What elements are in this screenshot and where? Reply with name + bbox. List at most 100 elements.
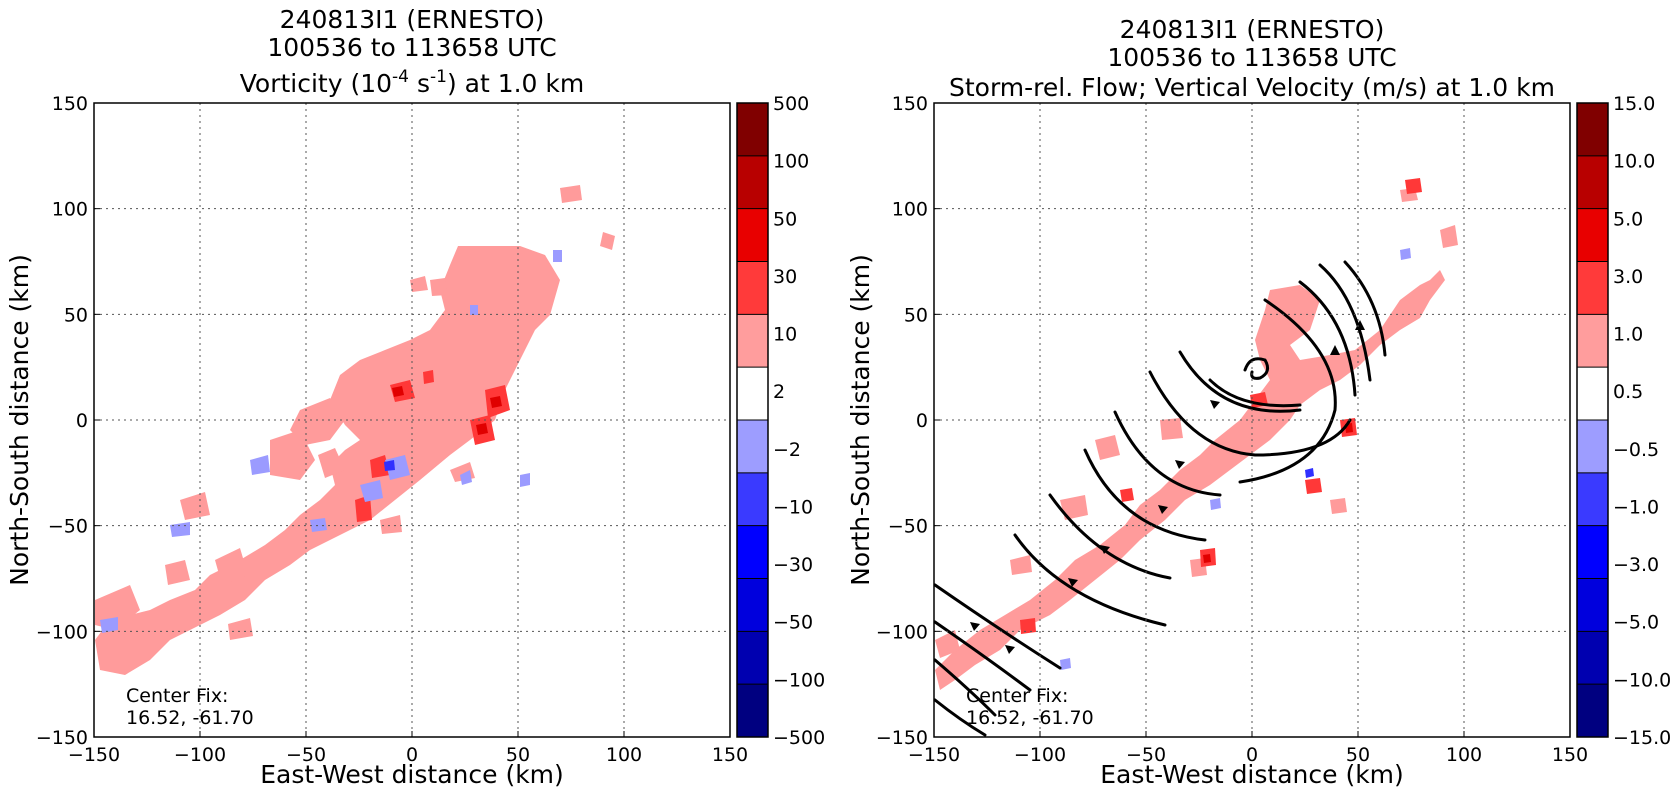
panel-title-line2: 100536 to 113658 UTC (267, 33, 556, 62)
x-axis-ticks: −150 −100 −50 0 50 100 150 (68, 731, 748, 766)
y-tick-label: −100 (36, 621, 88, 643)
y-tick-label: 50 (64, 304, 88, 326)
streamline (933, 658, 997, 717)
streamline (1208, 378, 1302, 408)
colorbar: 500 100 50 30 10 2 −2 −10 −30 −50 −100 −500 (736, 93, 825, 749)
colorbar-label: 3.0 (1613, 266, 1643, 288)
colorbar-segment (737, 631, 768, 685)
colorbar-label: 10 (773, 324, 797, 346)
panel-title-line1: 240813I1 (ERNESTO) (1120, 15, 1385, 44)
colorbar-label: 10.0 (1613, 151, 1655, 173)
y-tick-label: −50 (48, 516, 88, 538)
colorbar-label: −2 (773, 439, 801, 461)
panel-title-line3: Storm-rel. Flow; Vertical Velocity (m/s)… (949, 73, 1555, 102)
colorbar-segment (737, 525, 768, 579)
colorbar-segment (737, 684, 768, 737)
x-tick-label: −50 (286, 744, 326, 766)
x-tick-label: 150 (712, 744, 748, 766)
streamline (933, 620, 1032, 692)
y-tick-label: −100 (876, 621, 928, 643)
panel-title-line2: 100536 to 113658 UTC (1107, 43, 1396, 72)
colorbar-segment (1577, 420, 1608, 473)
y-tick-label: 150 (892, 93, 928, 115)
grid-lines (934, 103, 1570, 737)
colorbar-segment (1577, 367, 1608, 420)
y-axis-ticks: −150 −100 −50 0 50 100 150 (876, 93, 940, 749)
colorbar-segment (737, 261, 768, 315)
colorbar-label: 15.0 (1613, 93, 1655, 115)
colorbar-segment (737, 208, 768, 262)
x-tick-label: −100 (1014, 744, 1066, 766)
colorbar-label: 0.5 (1613, 381, 1643, 403)
center-fix-label: Center Fix: (966, 685, 1068, 707)
x-axis-label: East-West distance (km) (1100, 760, 1404, 789)
vorticity-field (95, 185, 615, 675)
colorbar-segment (737, 420, 768, 473)
colorbar-segment (737, 472, 768, 526)
colorbar-frame (1576, 102, 1609, 738)
x-tick-label: 100 (1446, 744, 1482, 766)
y-tick-label: 150 (52, 93, 88, 115)
colorbar-label: 100 (773, 151, 809, 173)
colorbar-segment (1577, 631, 1608, 685)
center-fix-value: 16.52, -61.70 (126, 707, 254, 729)
streamline (1083, 448, 1207, 542)
colorbar-frame (736, 102, 769, 738)
arrow (1100, 545, 1110, 554)
colorbar-label: −50 (773, 612, 813, 634)
colorbar-segment (1577, 525, 1608, 579)
y-tick-label: −150 (876, 727, 928, 749)
arrow (1068, 578, 1078, 587)
x-tick-label: 0 (406, 744, 418, 766)
panel-title-line1: 240813I1 (ERNESTO) (280, 5, 545, 34)
streamline (1298, 280, 1357, 397)
colorbar-label: 50 (773, 208, 797, 230)
streamline (1148, 370, 1352, 457)
streamline (1238, 298, 1337, 484)
colorbar-label: 500 (773, 93, 809, 115)
colorbar-segment (1577, 208, 1608, 262)
panel-title-line3: Vorticity (10-4 s-1) at 1.0 km (240, 67, 585, 98)
arrow (1330, 345, 1340, 355)
x-tick-label: −50 (1126, 744, 1166, 766)
y-axis-label: North-South distance (km) (846, 254, 875, 586)
colorbar-segment (737, 314, 768, 368)
y-tick-label: −50 (888, 516, 928, 538)
colorbar-label: −10 (773, 496, 813, 518)
colorbar-label: 30 (773, 266, 797, 288)
colorbar-segment (737, 103, 768, 156)
x-tick-label: −100 (174, 744, 226, 766)
grid-lines (94, 103, 730, 737)
y-tick-label: 0 (76, 410, 88, 432)
colorbar-label: −10.0 (1613, 669, 1671, 691)
x-tick-label: −150 (68, 744, 120, 766)
colorbar-label: −5.0 (1613, 612, 1659, 634)
colorbar-segment (737, 578, 768, 632)
y-tick-label: −150 (36, 727, 88, 749)
y-tick-label: 100 (892, 199, 928, 221)
colorbar-segment (1577, 155, 1608, 209)
x-axis-ticks: −150 −100 −50 0 50 100 150 (908, 731, 1588, 766)
x-tick-label: 100 (606, 744, 642, 766)
streamline (1178, 350, 1302, 413)
colorbar-label: 2 (773, 381, 785, 403)
x-tick-label: 150 (1552, 744, 1588, 766)
colorbar-label: −1.0 (1613, 496, 1659, 518)
colorbar-label: 1.0 (1613, 324, 1643, 346)
x-tick-label: 0 (1246, 744, 1258, 766)
streamline (1243, 357, 1270, 380)
colorbar-segment (1577, 684, 1608, 737)
vertical-velocity-panel: 240813I1 (ERNESTO) 100536 to 113658 UTC … (846, 15, 1671, 789)
arrow (1355, 320, 1365, 330)
streamline-arrows (970, 320, 1365, 654)
x-tick-label: 50 (506, 744, 530, 766)
colorbar-label: 5.0 (1613, 208, 1643, 230)
streamline (1318, 263, 1372, 382)
vorticity-panel: 240813I1 (ERNESTO) 100536 to 113658 UTC … (5, 5, 825, 789)
colorbar-label: −3.0 (1613, 554, 1659, 576)
colorbar-label: −500 (773, 727, 825, 749)
arrow (1175, 460, 1185, 469)
streamline (1013, 533, 1167, 627)
y-axis-ticks: −150 −100 −50 0 50 100 150 (36, 93, 100, 749)
